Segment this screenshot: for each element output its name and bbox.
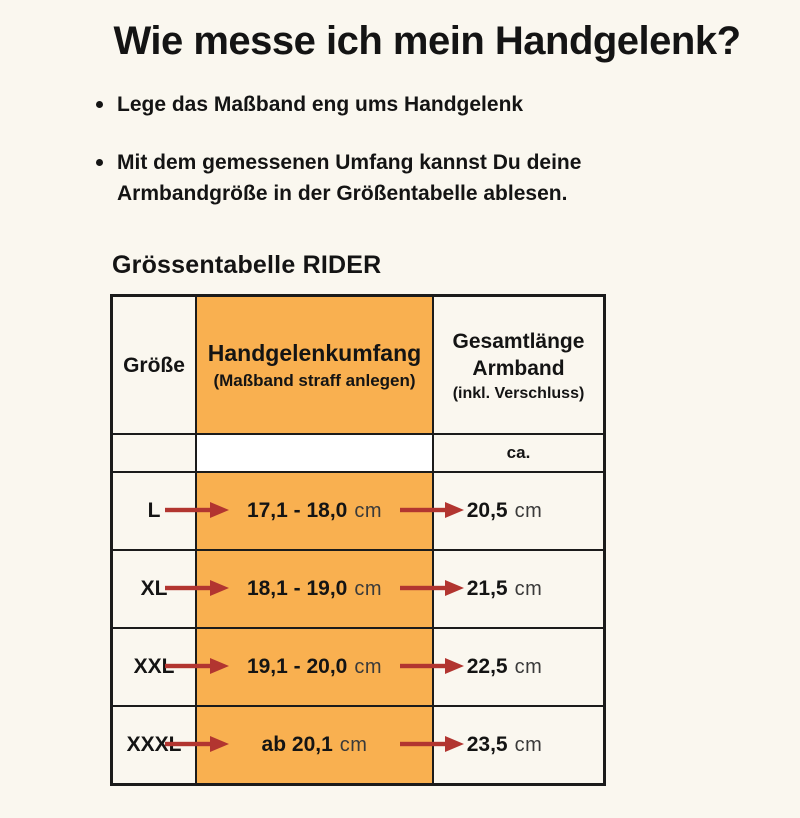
arrow-right-icon	[400, 502, 464, 519]
table-heading: Grössentabelle RIDER	[112, 251, 382, 280]
unit-label: cm	[354, 578, 383, 601]
empty-cell	[113, 433, 197, 472]
total-length-value: 22,5	[466, 655, 508, 679]
size-column-label: Größe	[123, 353, 185, 377]
wrist-column-header: Handgelenkumfang (Maßband straff anlegen…	[197, 297, 434, 434]
wrist-range-cell: ab 20,1 cm	[197, 705, 434, 784]
size-label: XXXL	[126, 733, 182, 757]
wrist-range-value: 19,1 - 20,0	[246, 655, 348, 679]
wrist-column-label: Handgelenkumfang	[207, 340, 422, 367]
arrow-right-icon	[400, 580, 464, 597]
unit-label: cm	[514, 500, 543, 523]
total-length-cell: 21,5 cm	[434, 549, 603, 627]
empty-white-cell	[197, 433, 434, 472]
table-header-row: Größe Handgelenkumfang (Maßband straff a…	[113, 297, 603, 434]
total-length-value: 23,5	[466, 733, 508, 757]
unit-label: cm	[514, 578, 543, 601]
page-title: Wie messe ich mein Handgelenk?	[113, 19, 741, 63]
list-item: Mit dem gemessenen Umfang kannst Du dein…	[96, 148, 676, 209]
wrist-range-cell: 18,1 - 19,0 cm	[197, 549, 434, 628]
bullet-text: Mit dem gemessenen Umfang kannst Du dein…	[117, 151, 582, 205]
wrist-column-note: (Maßband straff anlegen)	[213, 370, 416, 390]
approx-row: ca.	[113, 433, 603, 472]
unit-label: cm	[339, 734, 368, 757]
table-row: XL 18,1 - 19,0 cm 21,5 cm	[113, 549, 603, 628]
wrist-range-value: 17,1 - 18,0	[246, 499, 348, 523]
total-length-value: 20,5	[466, 499, 508, 523]
bullet-dot-icon	[96, 101, 103, 108]
total-length-cell: 22,5 cm	[434, 627, 603, 705]
arrow-right-icon	[400, 658, 464, 675]
infographic-page: Wie messe ich mein Handgelenk? Lege das …	[0, 18, 800, 818]
wrist-range-value: 18,1 - 19,0	[246, 577, 348, 601]
arrow-right-icon	[400, 736, 464, 753]
bullet-list: Lege das Maßband eng ums Handgelenk Mit …	[96, 90, 676, 209]
arrow-right-icon	[165, 658, 229, 675]
size-table: Größe Handgelenkumfang (Maßband straff a…	[110, 294, 606, 787]
bullet-text: Lege das Maßband eng ums Handgelenk	[117, 93, 524, 116]
size-label: L	[147, 499, 161, 523]
arrow-right-icon	[165, 580, 229, 597]
size-column-header: Größe	[113, 297, 197, 434]
table-row: XXL 19,1 - 20,0 cm 22,5 cm	[113, 627, 603, 706]
total-length-value: 21,5	[466, 577, 508, 601]
total-column-label: Gesamtlänge Armband	[452, 329, 585, 380]
arrow-right-icon	[165, 736, 229, 753]
size-label: XXL	[133, 655, 175, 679]
unit-label: cm	[354, 500, 383, 523]
unit-label: cm	[514, 656, 543, 679]
table-row: L 17,1 - 18,0 cm 20,5 cm	[113, 471, 603, 550]
approx-label: ca.	[506, 443, 531, 463]
table-row: XXXL ab 20,1 cm 23,5 cm	[113, 705, 603, 784]
total-length-cell: 20,5 cm	[434, 471, 603, 549]
wrist-range-value: ab 20,1	[261, 733, 333, 757]
wrist-range-cell: 19,1 - 20,0 cm	[197, 627, 434, 706]
arrow-right-icon	[165, 502, 229, 519]
total-column-header: Gesamtlänge Armband (inkl. Verschluss)	[434, 297, 603, 433]
approx-cell: ca.	[434, 433, 603, 471]
bullet-dot-icon	[96, 159, 103, 167]
list-item: Lege das Maßband eng ums Handgelenk	[96, 90, 676, 120]
unit-label: cm	[514, 734, 543, 757]
total-column-note: (inkl. Verschluss)	[452, 385, 585, 403]
total-length-cell: 23,5 cm	[434, 705, 603, 783]
size-label: XL	[140, 577, 168, 601]
unit-label: cm	[354, 656, 383, 679]
wrist-range-cell: 17,1 - 18,0 cm	[197, 471, 434, 550]
